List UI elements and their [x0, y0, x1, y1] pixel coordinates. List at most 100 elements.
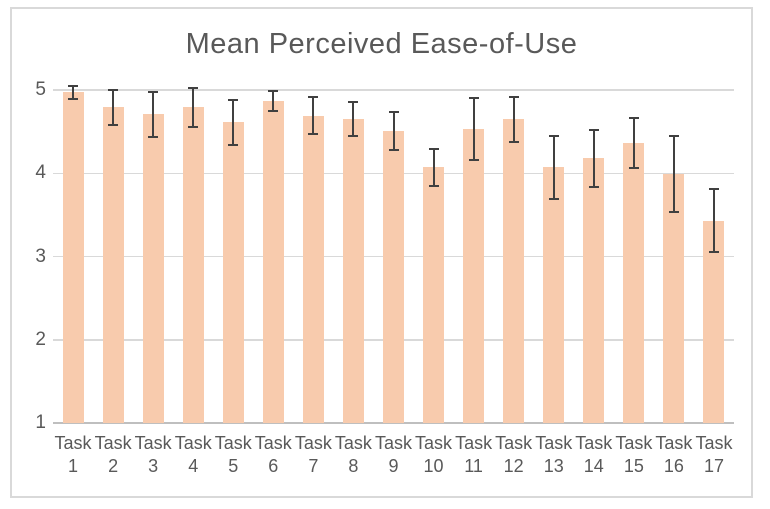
x-tick-label: Task 9 — [371, 432, 415, 478]
x-tick-word: Task — [615, 433, 653, 453]
error-bar-cap-bottom — [628, 167, 639, 170]
x-tick-word: Task — [655, 433, 693, 453]
y-tick-label: 4 — [35, 162, 46, 184]
error-bar-line — [112, 90, 115, 125]
bar-task-8 — [342, 119, 364, 423]
x-tick-label: Task 6 — [251, 432, 295, 478]
bar-task-7 — [302, 115, 324, 423]
error-bar-cap-bottom — [468, 158, 479, 161]
y-tick-label: 1 — [35, 412, 46, 433]
x-tick-label: Task 10 — [412, 432, 456, 478]
error-bar-cap-bottom — [268, 109, 279, 112]
error-bar-cap-top — [628, 117, 639, 120]
x-tick-word: Task — [334, 433, 372, 453]
bar-task-3 — [142, 114, 164, 423]
error-bar-cap-top — [148, 90, 159, 93]
error-bar-cap-bottom — [348, 134, 359, 137]
x-tick-label: Task 7 — [291, 432, 335, 478]
x-tick-number: 4 — [188, 456, 199, 476]
error-bar-line — [512, 96, 515, 142]
error-bar-line — [432, 149, 435, 186]
x-tick-word: Task — [495, 433, 533, 453]
x-tick-label: Task 17 — [692, 432, 736, 478]
y-tick-label: 3 — [35, 245, 46, 267]
error-bar-line — [352, 102, 355, 136]
error-bar-line — [592, 129, 595, 187]
x-tick-word: Task — [455, 433, 493, 453]
bar-task-17 — [703, 220, 725, 423]
bar-task-1 — [62, 92, 84, 423]
error-bar-line — [232, 99, 235, 145]
error-bar-line — [272, 90, 275, 111]
error-bar-line — [152, 91, 155, 137]
x-tick-label: Task 3 — [131, 432, 175, 478]
error-bar-cap-top — [508, 95, 519, 98]
chart-title: Mean Perceived Ease-of-Use — [185, 28, 578, 60]
error-bar-line — [392, 111, 395, 150]
x-tick-label: Task 1 — [51, 432, 95, 478]
x-tick-label: Task 8 — [331, 432, 375, 478]
bar-task-4 — [182, 107, 204, 423]
error-bar-line — [712, 189, 715, 253]
error-bar-cap-bottom — [188, 125, 199, 128]
bar-task-2 — [102, 107, 124, 423]
error-bar-cap-top — [348, 101, 359, 104]
error-bar-line — [672, 135, 675, 213]
x-tick-number: 10 — [423, 456, 444, 476]
error-bar-cap-top — [588, 128, 599, 131]
x-tick-word: Task — [134, 433, 172, 453]
error-bar-cap-bottom — [428, 184, 439, 187]
error-bar-cap-top — [108, 89, 119, 91]
x-tick-number: 5 — [228, 456, 239, 476]
x-tick-word: Task — [575, 433, 613, 453]
x-tick-word: Task — [695, 433, 733, 453]
x-tick-number: 13 — [543, 456, 564, 476]
x-tick-word: Task — [294, 433, 332, 453]
x-tick-number: 8 — [348, 456, 359, 476]
x-tick-label: Task 12 — [492, 432, 536, 478]
error-bar-cap-top — [188, 87, 199, 90]
x-tick-number: 15 — [623, 456, 644, 476]
bar-task-13 — [543, 167, 565, 423]
error-bar-cap-bottom — [68, 98, 79, 101]
x-tick-number: 17 — [703, 456, 724, 476]
x-tick-number: 16 — [663, 456, 684, 476]
error-bar-cap-bottom — [668, 211, 679, 214]
x-tick-number: 3 — [148, 456, 159, 476]
x-tick-number: 2 — [108, 456, 119, 476]
x-tick-number: 6 — [268, 456, 279, 476]
x-tick-label: Task 13 — [532, 432, 576, 478]
x-tick-number: 9 — [388, 456, 399, 476]
error-bar-cap-bottom — [508, 140, 519, 143]
error-bar-cap-top — [268, 89, 279, 92]
bar-task-16 — [663, 174, 685, 423]
error-bar-cap-top — [388, 110, 399, 113]
x-tick-word: Task — [174, 433, 212, 453]
x-tick-word: Task — [535, 433, 573, 453]
x-tick-number: 7 — [308, 456, 319, 476]
x-axis-line — [53, 422, 734, 424]
error-bar-cap-top — [468, 97, 479, 100]
x-tick-label: Task 16 — [652, 432, 696, 478]
x-tick-label: Task 5 — [211, 432, 255, 478]
error-bar-cap-bottom — [548, 198, 559, 201]
x-tick-label: Task 15 — [612, 432, 656, 478]
error-bar-line — [632, 118, 635, 169]
error-bar-line — [72, 85, 75, 100]
error-bar-cap-top — [668, 134, 679, 137]
error-bar-cap-bottom — [108, 123, 119, 126]
x-tick-word: Task — [214, 433, 252, 453]
error-bar-cap-bottom — [228, 143, 239, 146]
x-tick-word: Task — [415, 433, 453, 453]
x-tick-number: 14 — [583, 456, 604, 476]
error-bar-line — [552, 135, 555, 200]
error-bar-cap-top — [428, 148, 439, 151]
x-tick-label: Task 4 — [171, 432, 215, 478]
error-bar-cap-bottom — [708, 251, 719, 254]
error-bar-cap-top — [228, 98, 239, 101]
error-bar-cap-top — [308, 96, 319, 99]
error-bar-cap-bottom — [588, 185, 599, 188]
x-tick-number: 11 — [464, 456, 483, 476]
y-tick-label: 5 — [35, 79, 46, 100]
